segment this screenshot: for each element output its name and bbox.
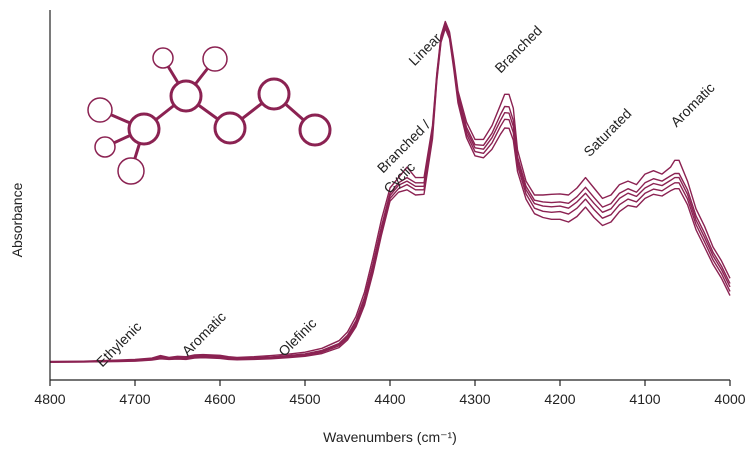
y-axis-label: Absorbance bbox=[9, 182, 25, 257]
annotation-label: Branched bbox=[491, 22, 545, 76]
annotation-label: Aromatic bbox=[179, 309, 229, 359]
annotation-label: Saturated bbox=[580, 105, 634, 159]
x-tick-label: 4800 bbox=[34, 391, 65, 407]
x-tick-label: 4700 bbox=[119, 391, 150, 407]
x-tick-label: 4400 bbox=[374, 391, 405, 407]
molecule-icon bbox=[87, 46, 332, 185]
series-line-5 bbox=[49, 27, 731, 363]
x-tick-label: 4000 bbox=[714, 391, 745, 407]
x-tick-label: 4100 bbox=[629, 391, 660, 407]
x-tick-label: 4500 bbox=[289, 391, 320, 407]
series-layer bbox=[49, 20, 731, 363]
x-axis-label: Wavenumbers (cm⁻¹) bbox=[323, 429, 457, 445]
x-tick-layer: 4800 4700 4600 4500 4400 4300 4200 4100 4000 bbox=[34, 380, 746, 407]
annotation-label: Aromatic bbox=[667, 79, 717, 129]
x-tick-label: 4600 bbox=[204, 391, 235, 407]
x-tick-label: 4200 bbox=[544, 391, 575, 407]
x-tick-label: 4300 bbox=[459, 391, 490, 407]
